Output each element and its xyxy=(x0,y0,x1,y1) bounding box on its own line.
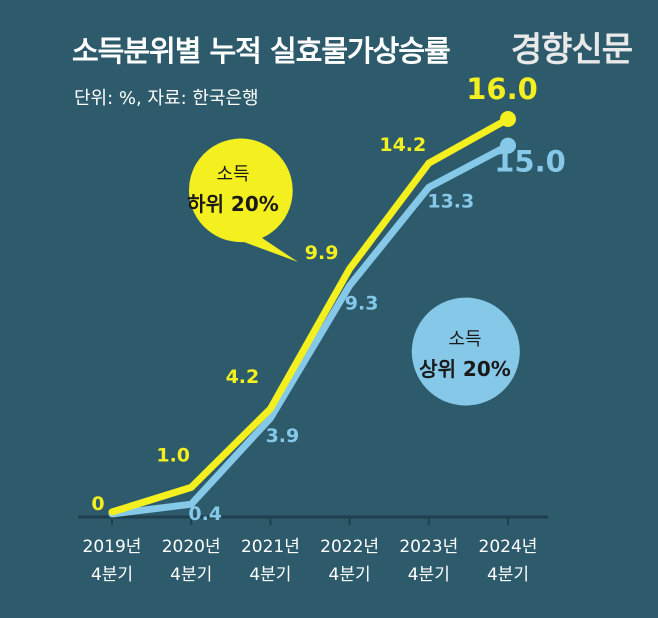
chart-subtitle: 단위: %, 자료: 한국은행 xyxy=(74,88,259,109)
data-label-upper-4: 13.3 xyxy=(427,190,474,212)
data-label-lower-5: 16.0 xyxy=(466,72,538,106)
data-label-lower-4: 14.2 xyxy=(379,134,426,156)
callout-lower-line1: 소득 xyxy=(216,164,249,185)
callout-lower-20: 소득 하위 20% xyxy=(187,138,298,262)
callout-lower-bubble xyxy=(188,138,298,262)
series-endpoint-lower xyxy=(500,111,516,127)
callout-upper-line1: 소득 xyxy=(448,329,481,350)
series-line-lower xyxy=(108,115,512,516)
data-label-upper-5: 15.0 xyxy=(494,145,566,179)
data-label-upper-2: 3.9 xyxy=(266,425,300,447)
x-tick-label-year-3: 2022년 xyxy=(320,537,379,557)
data-label-lower-2: 4.2 xyxy=(226,366,260,388)
callout-upper-bubble xyxy=(410,297,520,406)
publisher-logo: 경향신문 xyxy=(510,30,633,70)
x-tick-label-quarter-5: 4분기 xyxy=(487,565,529,585)
x-tick-label-quarter-0: 4분기 xyxy=(91,565,133,585)
chart-marks: 2019년 4분기 2020년 4분기 2021년 4분기 2022년 4분기 2023년 4분기… xyxy=(83,72,566,585)
series-endpoint-upper xyxy=(500,137,516,154)
data-label-lower-0: 0 xyxy=(91,493,104,515)
x-tick-label-year-2: 2021년 xyxy=(241,537,300,557)
chart-title: 소득분위별 누적 실효물가상승률 xyxy=(72,34,451,68)
data-label-upper-3: 9.3 xyxy=(345,293,379,315)
data-label-lower-1: 1.0 xyxy=(156,444,190,466)
x-tick-label-quarter-4: 4분기 xyxy=(408,565,450,585)
x-tick-label-quarter-3: 4분기 xyxy=(329,565,371,585)
x-tick-label-year-4: 2023년 xyxy=(399,537,458,557)
series-line-upper xyxy=(108,142,512,518)
callout-lower-line2: 하위 20% xyxy=(187,192,279,216)
callout-upper-20: 소득 상위 20% xyxy=(410,297,520,406)
callout-upper-line2: 상위 20% xyxy=(419,357,511,381)
x-tick-label-quarter-1: 4분기 xyxy=(170,565,212,585)
x-tick-label-year-1: 2020년 xyxy=(162,537,221,557)
data-label-lower-3: 9.9 xyxy=(305,242,339,264)
x-tick-label-year-5: 2024년 xyxy=(479,537,538,557)
x-tick-label-year-0: 2019년 xyxy=(83,537,142,557)
data-label-upper-1: 0.4 xyxy=(188,503,222,525)
x-tick-label-quarter-2: 4분기 xyxy=(249,565,291,585)
